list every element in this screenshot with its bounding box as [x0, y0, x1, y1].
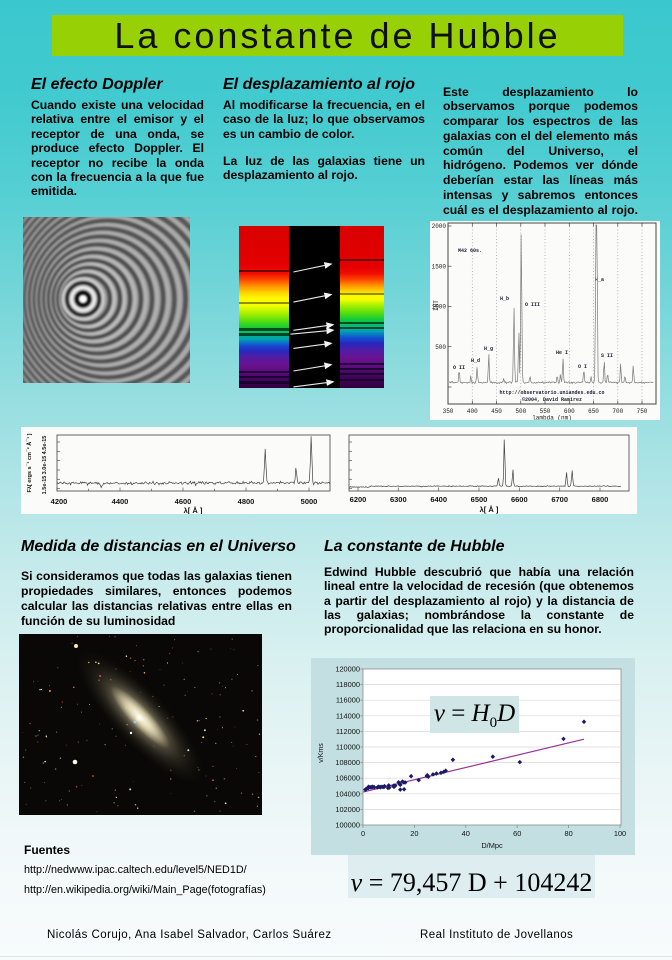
svg-text:6700: 6700 [551, 495, 568, 504]
svg-text:6400: 6400 [430, 495, 447, 504]
svg-text:750: 750 [637, 408, 648, 415]
svg-text:500: 500 [435, 344, 446, 351]
svg-text:©2004, David Ramirez: ©2004, David Ramirez [522, 396, 582, 403]
svg-text:700: 700 [612, 408, 623, 415]
svg-text:v/Kms: v/Kms [318, 743, 325, 763]
svg-text:6300: 6300 [390, 495, 407, 504]
svg-text:40: 40 [462, 829, 470, 838]
svg-text:He I: He I [556, 350, 568, 356]
svg-text:H_g: H_g [484, 346, 493, 352]
svg-text:20: 20 [410, 829, 418, 838]
svg-text:Fλ[ ergs s¯¹ cm¯² Å¯¹ ]: Fλ[ ergs s¯¹ cm¯² Å¯¹ ] [26, 433, 33, 492]
svg-text:350: 350 [443, 408, 454, 415]
svg-text:112000: 112000 [336, 727, 360, 736]
svg-text:4800: 4800 [238, 497, 255, 506]
svg-text:116000: 116000 [336, 696, 360, 705]
svg-text:5000: 5000 [301, 497, 318, 506]
svg-text:λ[ Å ]: λ[ Å ] [480, 505, 499, 514]
svg-text:60: 60 [513, 829, 521, 838]
svg-text:550: 550 [540, 408, 551, 415]
svg-text:H_d: H_d [471, 358, 480, 364]
svg-text:450: 450 [491, 408, 502, 415]
svg-text:80: 80 [564, 829, 572, 838]
svg-text:120000: 120000 [335, 665, 360, 674]
svg-text:114000: 114000 [336, 711, 360, 720]
svg-text:4400: 4400 [112, 497, 129, 506]
svg-text:2000: 2000 [432, 223, 447, 230]
svg-text:6200: 6200 [350, 495, 367, 504]
svg-text:λ[ Å ]: λ[ Å ] [184, 506, 203, 514]
svg-text:500: 500 [515, 408, 526, 415]
svg-text:0: 0 [361, 829, 365, 838]
svg-text:6600: 6600 [511, 495, 528, 504]
svg-text:104000: 104000 [335, 789, 360, 798]
svg-text:O II: O II [453, 365, 465, 371]
svg-text:400: 400 [467, 408, 478, 415]
svg-text:100000: 100000 [335, 821, 360, 830]
svg-text:D/Mpc: D/Mpc [481, 841, 503, 850]
svg-text:1000: 1000 [432, 304, 447, 311]
svg-text:1500: 1500 [432, 263, 447, 270]
svg-text:H_a: H_a [595, 277, 604, 283]
svg-text:http://observatorio.uniandes.e: http://observatorio.uniandes.edu.co [499, 390, 604, 396]
svg-text:M42 60s.: M42 60s. [458, 248, 482, 254]
svg-text:110000: 110000 [336, 743, 360, 752]
svg-text:H_b: H_b [500, 296, 509, 302]
svg-text:6500: 6500 [471, 495, 488, 504]
svg-text:100: 100 [614, 829, 626, 838]
svg-text:106000: 106000 [335, 774, 360, 783]
svg-text:O III: O III [525, 302, 540, 308]
svg-text:118000: 118000 [336, 680, 360, 689]
svg-text:650: 650 [588, 408, 599, 415]
svg-text:108000: 108000 [335, 758, 360, 767]
svg-text:6800: 6800 [592, 495, 609, 504]
svg-text:4600: 4600 [175, 497, 192, 506]
svg-text:O I: O I [578, 364, 587, 370]
svg-text:600: 600 [564, 408, 575, 415]
svg-text:lambda (nm): lambda (nm) [532, 415, 572, 421]
svg-text:INT: INT [433, 300, 440, 311]
svg-text:3.0e-15: 3.0e-15 [42, 456, 48, 475]
svg-text:S II: S II [601, 353, 613, 359]
svg-text:1.5e-15: 1.5e-15 [42, 476, 48, 495]
svg-text:4200: 4200 [51, 497, 68, 506]
svg-text:102000: 102000 [335, 805, 360, 814]
svg-text:4.5e-15: 4.5e-15 [42, 436, 48, 455]
